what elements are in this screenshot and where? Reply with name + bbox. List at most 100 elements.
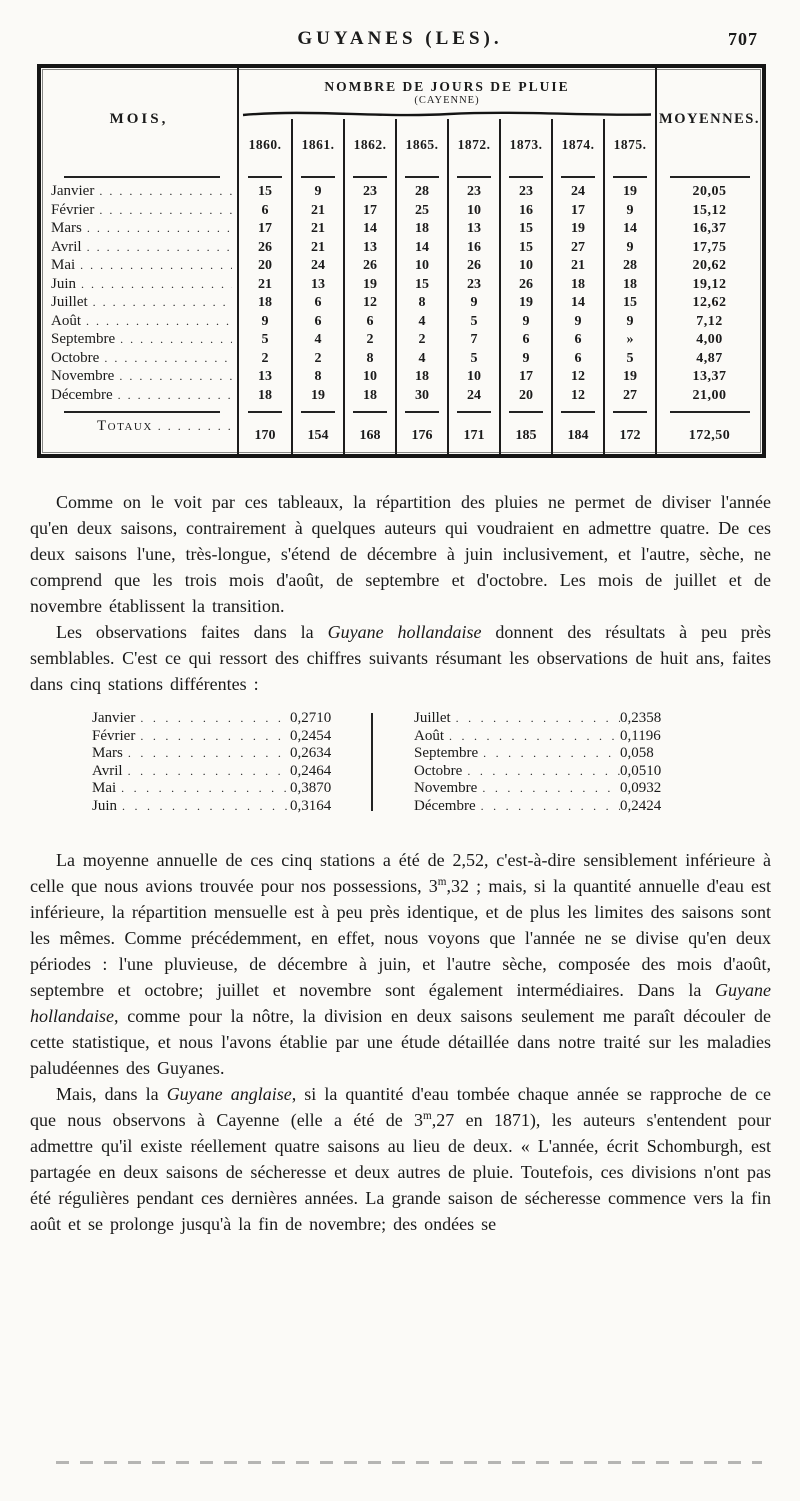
group-subtitle: (CAYENNE) xyxy=(414,95,480,106)
month-cell: Mars . . . . . . . . . . . . . . . . . . … xyxy=(41,220,239,239)
dot-leader: . . . . . . . . . . . . . . . . . . . . … xyxy=(120,332,232,346)
month-label: Juin xyxy=(51,275,77,292)
paragraph: Les observations faites dans la Guyane h… xyxy=(30,622,772,694)
value-cell: 4 xyxy=(395,312,447,331)
station-row: Août . . . . . . . . . . . . . . . . . . … xyxy=(414,728,678,746)
month-cell: Janvier . . . . . . . . . . . . . . . . .… xyxy=(41,183,239,202)
value-cell: 23 xyxy=(499,183,551,202)
value-cell: 23 xyxy=(343,183,395,202)
moyenne-cell: 7,12 xyxy=(655,312,762,331)
separator-cell xyxy=(343,405,395,418)
dot-leader: . . . . . . . . . . . . . . . . . . . . … xyxy=(119,369,232,383)
value-cell: 5 xyxy=(261,332,269,348)
value-cell: 14 xyxy=(603,220,655,239)
station-month-label: Octobre xyxy=(414,762,463,779)
month-cell: Août . . . . . . . . . . . . . . . . . . … xyxy=(41,312,239,331)
table-row: Octobre . . . . . . . . . . . . . . . . .… xyxy=(41,349,762,368)
month-cell: Novembre . . . . . . . . . . . . . . . . … xyxy=(41,368,239,387)
paragraph: Comme on le voit par ces tableaux, la ré… xyxy=(30,492,771,616)
value-cell: 19 xyxy=(603,368,655,387)
year-header: 1865. xyxy=(395,119,447,170)
station-value: 0,0510 xyxy=(620,762,662,779)
value-cell: 18 xyxy=(395,220,447,239)
rule-dash xyxy=(613,410,647,413)
month-cell: Avril . . . . . . . . . . . . . . . . . .… xyxy=(41,238,239,257)
dot-leader: . . . . . . . . . . . . . . . . . . . . … xyxy=(455,711,620,725)
month-cell: Mai . . . . . . . . . . . . . . . . . . .… xyxy=(41,257,239,276)
value-cell: » xyxy=(603,331,655,350)
value-cell: 26 xyxy=(343,257,395,276)
station-month-label: Janvier xyxy=(92,710,136,726)
value-cell: 27 xyxy=(603,386,655,405)
rule-dash xyxy=(405,175,439,178)
value-cell: 9 xyxy=(291,183,343,202)
station-month-label: Décembre xyxy=(414,797,476,814)
year-header-row: 1860. 1861. 1862. 1865. 1872. 1873. 1874… xyxy=(239,119,655,170)
month-label: Août xyxy=(51,312,81,329)
value-cell: 9 xyxy=(447,294,499,313)
value-cell: 9 xyxy=(603,312,655,331)
dot-leader: . . . . . . . . . . . . . . . . . . . . … xyxy=(86,313,232,328)
value-cell: 19 xyxy=(343,275,395,294)
month-cell: Septembre . . . . . . . . . . . . . . . .… xyxy=(41,331,239,350)
rule-dash xyxy=(301,410,335,413)
rule-dash xyxy=(509,410,543,413)
station-row: Mai . . . . . . . . . . . . . . . . . . .… xyxy=(92,780,348,798)
dot-leader: . . . . . . . . . . . . . . . . . . . . … xyxy=(483,746,620,760)
value-cell: 184 xyxy=(551,418,603,454)
header-separator xyxy=(41,170,762,183)
dot-leader: . . . . . . . . . . . . . . . . . . . . … xyxy=(127,746,290,760)
value-cell: 10 xyxy=(447,201,499,220)
table-row: Janvier . . . . . . . . . . . . . . . . .… xyxy=(41,183,762,202)
value-cell: 28 xyxy=(603,257,655,276)
body-text: Comme on le voit par ces tableaux, la ré… xyxy=(30,489,771,1237)
table-totals: Totaux . . . . . . . . . . . . . . . . . … xyxy=(41,418,762,454)
value-cell: 15 xyxy=(499,220,551,239)
value-cell: 19 xyxy=(499,294,551,313)
dot-leader: . . . . . . . . . . . . . . . . . . . . … xyxy=(480,798,620,813)
value-cell: 26 xyxy=(499,275,551,294)
value-cell: 10 xyxy=(395,257,447,276)
totals-separator xyxy=(41,405,762,418)
moyenne-cell: 4,00 xyxy=(655,331,762,350)
value-cell: 19 xyxy=(291,386,343,405)
station-row: Septembre . . . . . . . . . . . . . . . .… xyxy=(414,745,678,763)
rule-dash xyxy=(353,410,387,413)
value-cell: 6 xyxy=(291,294,343,313)
value-cell: 2 xyxy=(291,349,343,368)
moyenne-cell: 19,12 xyxy=(655,275,762,294)
separator-cell xyxy=(655,405,762,418)
rule-dash xyxy=(353,175,387,178)
station-row: Février . . . . . . . . . . . . . . . . .… xyxy=(92,728,348,746)
value-cell: 20 xyxy=(258,258,272,274)
year-header: 1874. xyxy=(551,119,603,170)
month-cell: Totaux . . . . . . . . . . . . . . . . . … xyxy=(41,418,239,454)
separator-cell xyxy=(239,170,291,183)
dot-leader: . . . . . . . . . . . . . . . . . . . . … xyxy=(99,202,232,217)
rule-dash xyxy=(457,410,491,413)
rule-dash xyxy=(669,175,750,178)
month-cell: Juillet . . . . . . . . . . . . . . . . .… xyxy=(41,294,239,313)
value-cell: 6 xyxy=(261,202,269,218)
station-row: Décembre . . . . . . . . . . . . . . . . … xyxy=(414,798,678,816)
value-cell: 12 xyxy=(551,386,603,405)
value-cell: 170 xyxy=(254,428,276,443)
value-cell: 15 xyxy=(395,275,447,294)
value-cell: 154 xyxy=(291,418,343,454)
station-value: 0,1196 xyxy=(620,727,661,744)
value-cell: 24 xyxy=(447,386,499,405)
moyenne-cell: 15,12 xyxy=(655,201,762,220)
month-cell: Juin . . . . . . . . . . . . . . . . . . … xyxy=(41,275,239,294)
value-cell: 9 xyxy=(603,238,655,257)
month-label: Janvier xyxy=(51,183,95,199)
value-cell: 21 xyxy=(291,201,343,220)
value-cell: 5 xyxy=(603,349,655,368)
stations-right-column: Juillet . . . . . . . . . . . . . . . . .… xyxy=(414,710,678,815)
station-month-label: Juillet xyxy=(414,710,451,726)
month-label: Septembre xyxy=(51,331,116,347)
stations-left-column: Janvier . . . . . . . . . . . . . . . . .… xyxy=(92,710,348,815)
station-month-label: Novembre xyxy=(414,780,478,796)
table-row: Décembre . . . . . . . . . . . . . . . . … xyxy=(41,386,762,405)
value-cell: 26 xyxy=(447,257,499,276)
value-cell: 20 xyxy=(499,386,551,405)
